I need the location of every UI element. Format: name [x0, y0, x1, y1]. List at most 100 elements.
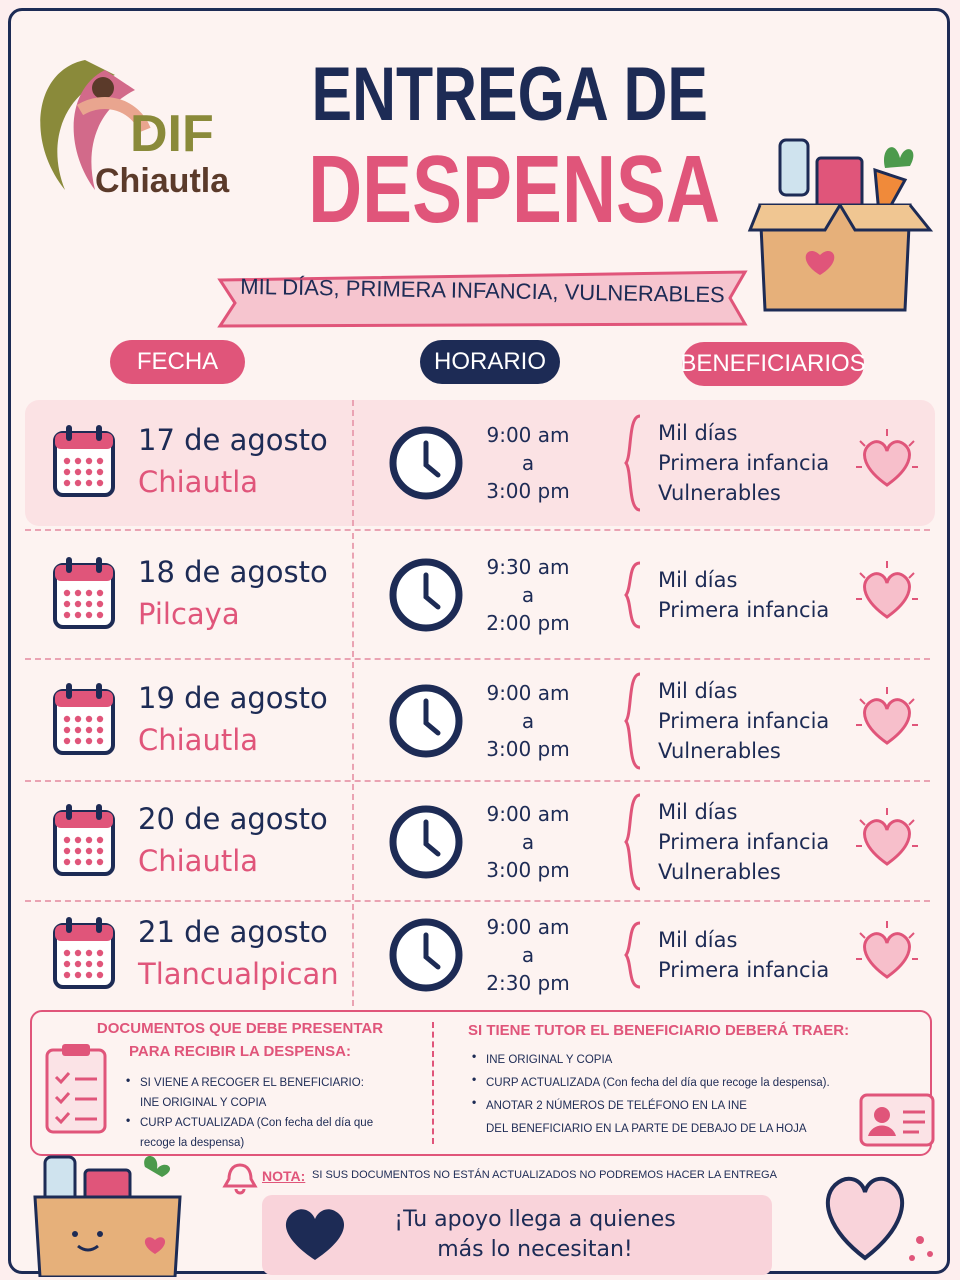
time: a	[521, 943, 535, 967]
beneficiary: Primera infancia	[658, 709, 830, 733]
document-item: INE ORIGINAL Y COPIA	[140, 1097, 267, 1109]
time: 3:00 pm	[486, 479, 570, 503]
clock-icon	[388, 804, 464, 884]
time: 9:00 am	[486, 681, 570, 705]
divider	[432, 1022, 434, 1144]
beneficiary: Vulnerables	[658, 860, 781, 884]
document-item: DEL BENEFICIARIO EN LA PARTE DE DEBAJO D…	[486, 1123, 807, 1135]
beneficiary: Mil días	[658, 928, 738, 952]
row-background	[25, 400, 935, 526]
place: Tlancualpican	[138, 957, 339, 991]
time: 9:30 am	[486, 555, 570, 579]
time: 2:00 pm	[486, 611, 570, 635]
document-item: SI VIENE A RECOGER EL BENEFICIARIO:	[140, 1077, 364, 1089]
document-item: recoge la despensa)	[140, 1137, 245, 1149]
time: 9:00 am	[486, 915, 570, 939]
row-divider	[25, 780, 930, 782]
heart-icon	[852, 559, 922, 633]
date: 17 de agosto	[138, 423, 328, 457]
note-label: NOTA:	[262, 1168, 306, 1184]
document-item: CURP ACTUALIZADA (Con fecha del día que	[140, 1117, 374, 1129]
logo-text: Chiautla	[95, 162, 230, 200]
title: DESPENSA	[308, 136, 721, 243]
bullet: •	[472, 1072, 477, 1086]
clock-icon	[388, 557, 464, 637]
column-header: FECHA	[110, 340, 245, 384]
column-header: BENEFICIARIOS	[680, 342, 866, 386]
clock-icon	[388, 425, 464, 505]
time: 9:00 am	[486, 802, 570, 826]
heart-icon	[852, 685, 922, 759]
time: a	[521, 583, 535, 607]
column-divider	[352, 662, 354, 780]
time: 9:00 am	[486, 423, 570, 447]
beneficiary: Mil días	[658, 800, 738, 824]
documents-title: SI TIENE TUTOR EL BENEFICIARIO DEBERÁ TR…	[468, 1022, 850, 1039]
footer-text: ¡Tu apoyo llega a quienes	[394, 1207, 676, 1232]
logo-graphic	[40, 60, 151, 190]
documents-title: PARA RECIBIR LA DESPENSA:	[129, 1043, 351, 1060]
bullet: •	[126, 1113, 131, 1127]
beneficiary: Primera infancia	[658, 830, 830, 854]
heart-decoration	[825, 1176, 933, 1261]
calendar-icon	[52, 802, 116, 882]
beneficiary: Vulnerables	[658, 739, 781, 763]
beneficiary: Mil días	[658, 568, 738, 592]
clock-icon	[388, 917, 464, 997]
bell-icon	[222, 1163, 258, 1195]
box-illustration	[747, 138, 934, 312]
beneficiary: Mil días	[658, 421, 738, 445]
clock-icon	[388, 683, 464, 763]
bag-illustration	[33, 1155, 182, 1277]
column-header: HORARIO	[420, 340, 560, 384]
column-divider	[352, 904, 354, 1006]
beneficiary: Vulnerables	[658, 481, 781, 505]
date: 20 de agosto	[138, 802, 328, 836]
documents-box	[30, 1010, 932, 1156]
note-text: SI SUS DOCUMENTOS NO ESTÁN ACTUALIZADOS …	[312, 1169, 777, 1181]
time: 3:00 pm	[486, 737, 570, 761]
time: 2:30 pm	[486, 971, 570, 995]
logo-text: DIF	[130, 105, 214, 163]
brace	[622, 671, 644, 775]
column-divider	[352, 400, 354, 526]
place: Chiautla	[138, 844, 259, 878]
calendar-icon	[52, 915, 116, 995]
beneficiary: Primera infancia	[658, 958, 830, 982]
calendar-icon	[52, 555, 116, 635]
clipboard-icon	[45, 1044, 107, 1134]
row-divider	[25, 900, 930, 902]
heart-icon	[852, 427, 922, 501]
bullet: •	[472, 1049, 477, 1063]
heart-icon	[852, 919, 922, 993]
time: a	[521, 451, 535, 475]
brace	[622, 920, 644, 994]
footer-text: más lo necesitan!	[437, 1237, 633, 1262]
place: Chiautla	[138, 465, 259, 499]
heart-icon	[852, 806, 922, 880]
row-divider	[25, 529, 930, 531]
brace	[622, 560, 644, 634]
time: 3:00 pm	[486, 858, 570, 882]
time: a	[521, 830, 535, 854]
brace	[622, 413, 644, 517]
column-divider	[352, 784, 354, 900]
calendar-icon	[52, 423, 116, 503]
beneficiary: Mil días	[658, 679, 738, 703]
id-card-icon	[859, 1093, 935, 1147]
calendar-icon	[52, 681, 116, 761]
bullet: •	[472, 1095, 477, 1109]
date: 18 de agosto	[138, 555, 328, 589]
time: a	[521, 709, 535, 733]
title: ENTREGA DE	[311, 52, 709, 137]
date: 19 de agosto	[138, 681, 328, 715]
bullet: •	[126, 1073, 131, 1087]
beneficiary: Primera infancia	[658, 598, 830, 622]
documents-title: DOCUMENTOS QUE DEBE PRESENTAR	[96, 1020, 384, 1037]
place: Pilcaya	[138, 597, 240, 631]
column-divider	[352, 533, 354, 657]
place: Chiautla	[138, 723, 259, 757]
document-item: INE ORIGINAL Y COPIA	[486, 1054, 613, 1066]
